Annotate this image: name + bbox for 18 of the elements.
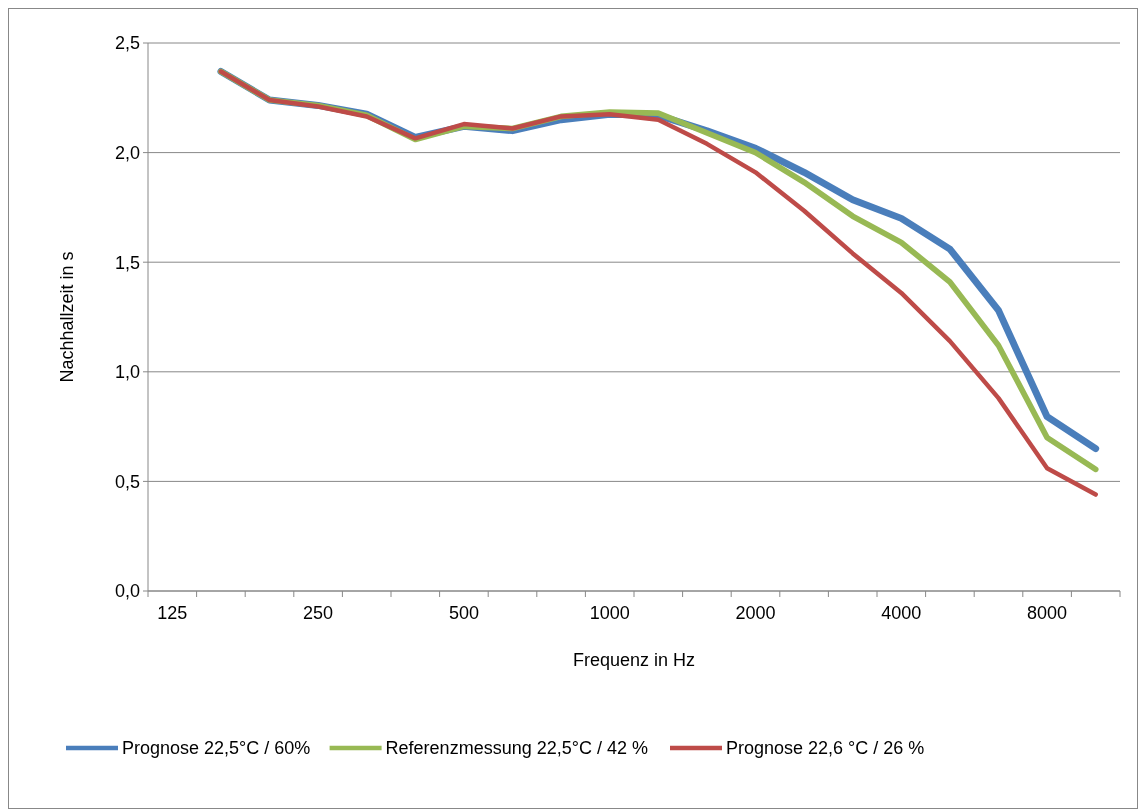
x-tick-label: 8000 xyxy=(1027,603,1068,623)
y-axis-title: Nachhallzeit in s xyxy=(57,251,77,383)
y-tick-label: 0,0 xyxy=(114,581,140,602)
y-tick-label: 0,5 xyxy=(114,471,140,492)
y-tick-label: 2,0 xyxy=(114,142,140,163)
legend-label: Prognose 22,6 °C / 26 % xyxy=(726,738,925,759)
legend-label: Referenzmessung 22,5°C / 42 % xyxy=(385,738,648,759)
x-tick-label: 250 xyxy=(303,603,334,623)
x-tick-label: 2000 xyxy=(735,603,776,623)
x-axis-title: Frequenz in Hz xyxy=(572,650,696,670)
x-tick-label: 125 xyxy=(157,603,188,623)
legend-label: Prognose 22,5°C / 60% xyxy=(122,738,311,759)
x-tick-label: 4000 xyxy=(881,603,922,623)
y-tick-label: 1,5 xyxy=(114,252,140,273)
x-tick-label: 1000 xyxy=(589,603,630,623)
y-tick-label: 1,0 xyxy=(114,362,140,383)
y-tick-label: 2,5 xyxy=(114,33,140,54)
x-tick-label: 500 xyxy=(448,603,479,623)
